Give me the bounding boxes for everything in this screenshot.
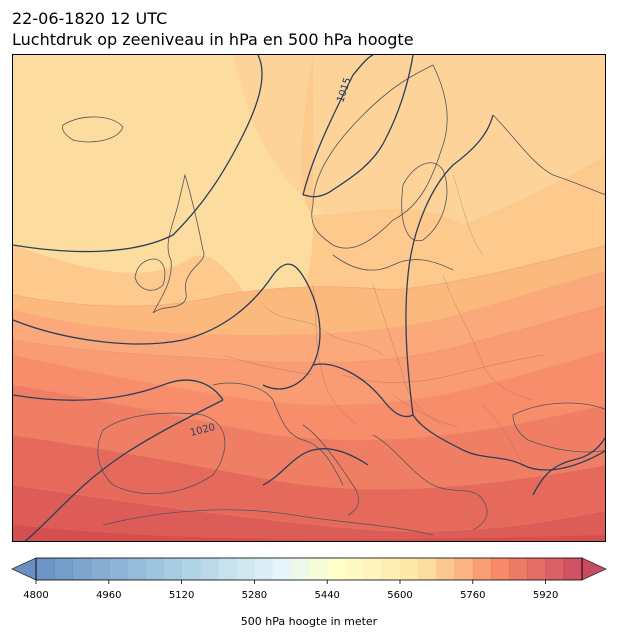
colorbar-swatch — [290, 558, 310, 580]
colorbar-swatch — [345, 558, 365, 580]
colorbar: 4800 4960 5120 5280 5440 5600 5760 5920 500 hPa… — [0, 552, 618, 639]
colorbar-swatch — [236, 558, 255, 580]
isobar-1020-south — [13, 379, 224, 401]
colorbar-swatch — [327, 558, 346, 580]
coastlines — [62, 64, 605, 536]
colorbar-swatches — [36, 558, 583, 580]
colorbar-swatch — [36, 558, 55, 580]
colorbar-swatch — [509, 558, 528, 580]
colorbar-swatch — [400, 558, 419, 580]
colorbar-swatch — [563, 558, 583, 580]
weather-map-canvas: 1015 1020 — [13, 55, 605, 541]
isobar-1020-se — [412, 414, 605, 471]
colorbar-swatch — [127, 558, 146, 580]
colorbar-outline — [35, 557, 583, 581]
map-title-date: 22-06-1820 12 UTC — [12, 9, 168, 28]
colorbar-swatch — [54, 558, 73, 580]
isobars — [13, 55, 605, 541]
colorbar-swatch — [218, 558, 237, 580]
colorbar-swatch — [181, 558, 201, 580]
colorbar-swatch — [491, 558, 510, 580]
colorbar-extend-high — [581, 557, 607, 581]
isobar-1020-north — [13, 55, 263, 253]
colorbar-tick-label: 5120 — [169, 590, 194, 601]
map-title-description: Luchtdruk op zeeniveau in hPa en 500 hPa… — [12, 30, 414, 49]
colorbar-swatch — [145, 558, 164, 580]
colorbar-swatch — [199, 558, 219, 580]
isobar-1020-east — [405, 114, 494, 416]
isobar-1015 — [302, 55, 374, 196]
isobar-1020-central — [312, 363, 414, 418]
colorbar-swatch — [309, 558, 328, 580]
colorbar-tick-label: 4800 — [23, 590, 48, 601]
colorbar-swatch — [527, 558, 547, 580]
colorbar-swatch — [90, 558, 110, 580]
colorbar-swatch — [163, 558, 183, 580]
colorbar-tick-label: 5280 — [242, 590, 267, 601]
colorbar-swatch — [272, 558, 292, 580]
colorbar-swatch — [363, 558, 383, 580]
isobar-1020-balkan — [532, 436, 605, 496]
colorbar-extend-low — [11, 557, 37, 581]
colorbar-swatch — [418, 558, 437, 580]
colorbar-label: 500 hPa hoogte in meter — [241, 615, 378, 628]
colorbar-canvas: 4800 4960 5120 5280 5440 5600 5760 5920 500 hPa… — [11, 557, 607, 628]
isobar-1015-east — [302, 55, 414, 198]
weather-map: 1015 1020 — [12, 54, 606, 542]
colorbar-swatch — [454, 558, 474, 580]
colorbar-tick-label: 5440 — [314, 590, 339, 601]
colorbar-tick-label: 5600 — [387, 590, 412, 601]
colorbar-swatch — [436, 558, 456, 580]
isobar-1020-main — [13, 263, 321, 390]
country-borders — [222, 174, 544, 466]
isobar-1020-sw — [24, 399, 224, 541]
colorbar-tick-label: 4960 — [96, 590, 121, 601]
colorbar-tick-label: 5760 — [460, 590, 485, 601]
colorbar-ticks: 4800 4960 5120 5280 5440 5600 5760 5920 — [23, 580, 558, 601]
colorbar-swatch — [108, 558, 128, 580]
colorbar-swatch — [545, 558, 565, 580]
colorbar-swatch — [472, 558, 492, 580]
colorbar-swatch — [254, 558, 274, 580]
isobar-1020-med — [262, 448, 369, 486]
colorbar-tick-label: 5920 — [533, 590, 558, 601]
colorbar-swatch — [72, 558, 92, 580]
colorbar-swatch — [381, 558, 401, 580]
